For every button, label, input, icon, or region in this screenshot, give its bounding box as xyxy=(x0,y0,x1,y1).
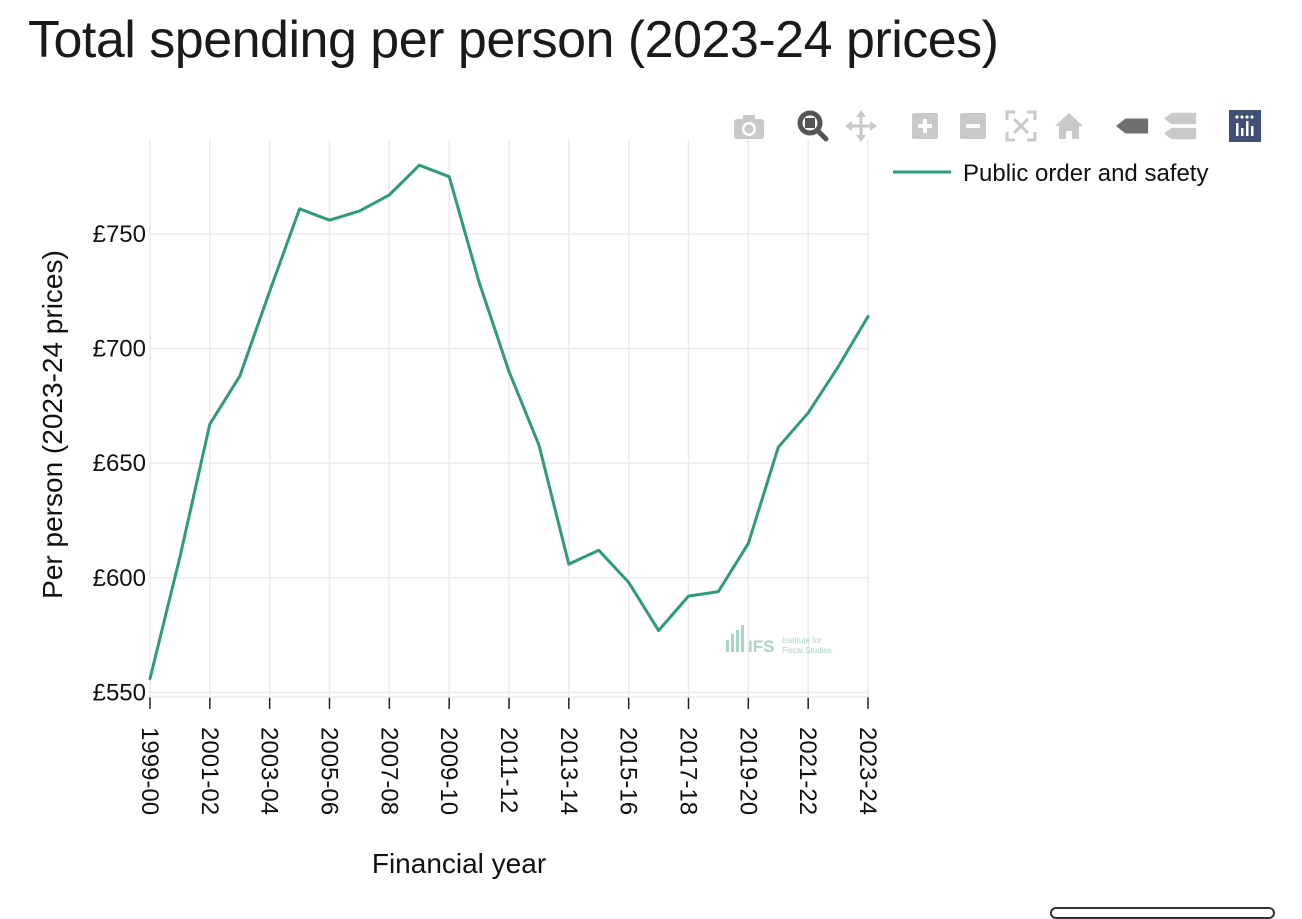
hover-closest-icon[interactable] xyxy=(1116,108,1150,144)
y-tick-label: £700 xyxy=(93,336,146,363)
x-tick-label: 2003-04 xyxy=(256,727,283,815)
zoom-in-icon[interactable] xyxy=(908,108,942,144)
y-tick-label: £650 xyxy=(93,450,146,477)
zoom-icon[interactable] xyxy=(796,108,830,144)
zoom-out-icon[interactable] xyxy=(956,108,990,144)
x-tick-label: 2005-06 xyxy=(316,727,343,815)
y-tick-label: £550 xyxy=(93,679,146,706)
x-tick-label: 2007-08 xyxy=(375,727,402,815)
home-icon[interactable] xyxy=(1052,108,1086,144)
watermark-logo-text: IFS xyxy=(748,637,774,656)
chart-modebar xyxy=(732,108,1272,144)
y-tick-label: £600 xyxy=(93,565,146,592)
x-axis-title: Financial year xyxy=(372,848,546,879)
x-tick-label: 2015-16 xyxy=(615,727,642,815)
ifs-watermark: IFS Institute for Fiscal Studies xyxy=(726,625,832,656)
x-tick-label: 2019-20 xyxy=(734,727,761,815)
camera-icon[interactable] xyxy=(732,108,766,144)
x-tick-label: 2023-24 xyxy=(854,727,881,815)
autoscale-icon[interactable] xyxy=(1004,108,1038,144)
page-title: Total spending per person (2023-24 price… xyxy=(28,11,999,69)
legend-label: Public order and safety xyxy=(963,160,1208,187)
y-tick-label: £750 xyxy=(93,221,146,248)
x-tick-label: 2013-14 xyxy=(555,727,582,815)
y-axis-title: Per person (2023-24 prices) xyxy=(37,250,68,599)
x-tick-label: 2001-02 xyxy=(196,727,223,815)
x-tick-label: 2021-22 xyxy=(794,727,821,815)
x-tick-label: 1999-00 xyxy=(136,727,163,815)
x-tick-label: 2017-18 xyxy=(675,727,702,815)
watermark-subtitle-line2: Fiscal Studies xyxy=(782,646,832,655)
plotly-logo-icon[interactable] xyxy=(1228,108,1262,144)
x-tick-label: 2011-12 xyxy=(495,727,522,813)
pan-icon[interactable] xyxy=(844,108,878,144)
series-line xyxy=(148,163,870,681)
watermark-subtitle-line1: Institute for xyxy=(782,636,822,645)
hover-compare-icon[interactable] xyxy=(1164,108,1198,144)
offscreen-control-edge xyxy=(1050,907,1275,919)
x-tick-label: 2009-10 xyxy=(435,727,462,815)
